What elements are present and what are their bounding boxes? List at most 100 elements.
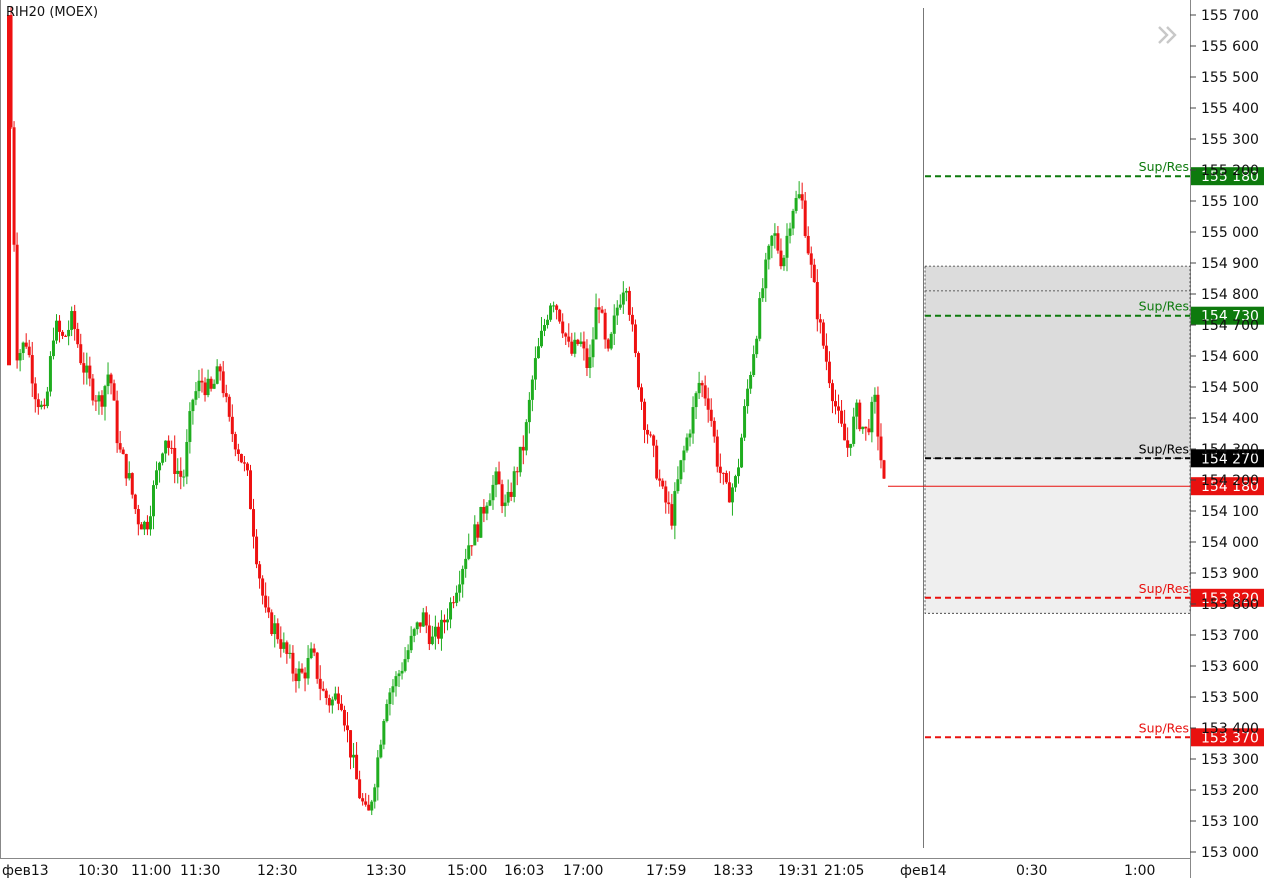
zone-0 bbox=[924, 265, 1191, 459]
candle-body bbox=[64, 335, 68, 337]
candle-body bbox=[618, 304, 622, 308]
level-badge-4 bbox=[1191, 728, 1264, 747]
candle-body bbox=[136, 509, 140, 525]
candle-body bbox=[627, 290, 631, 315]
candle-body bbox=[439, 619, 443, 639]
candle-body bbox=[882, 460, 886, 479]
scroll-right-icon[interactable] bbox=[1158, 26, 1177, 44]
candle-body bbox=[367, 804, 371, 811]
candle-body bbox=[51, 340, 55, 357]
candle-body bbox=[515, 471, 519, 473]
candle-body bbox=[324, 690, 328, 699]
candle-body bbox=[42, 404, 46, 407]
x-tick-label: 0:30 bbox=[1016, 863, 1047, 878]
levels-layer: 154 180 Sup/Res 155 180 Sup/Res 154 730 Sup/R… bbox=[888, 159, 1264, 747]
candle-body bbox=[342, 709, 346, 726]
candle-body bbox=[712, 420, 716, 437]
y-tick-label: 153 500 bbox=[1201, 690, 1259, 706]
candle-body bbox=[640, 387, 644, 402]
candle-body bbox=[533, 358, 537, 380]
candle-body bbox=[248, 470, 252, 510]
candle-body bbox=[267, 607, 271, 613]
candle-body bbox=[630, 314, 634, 325]
y-tick-label: 155 600 bbox=[1201, 39, 1259, 55]
candle-body bbox=[837, 406, 841, 411]
candle-body bbox=[30, 355, 34, 384]
candle-body bbox=[73, 311, 77, 329]
candle-body bbox=[761, 288, 765, 299]
zone-1 bbox=[924, 457, 1191, 614]
y-tick-label: 154 300 bbox=[1201, 442, 1259, 458]
candle-body bbox=[579, 341, 583, 344]
level-badge-1 bbox=[1191, 306, 1264, 325]
candle-body bbox=[252, 509, 256, 537]
candle-body bbox=[376, 757, 380, 788]
candle-body bbox=[118, 443, 122, 450]
candle-body bbox=[491, 484, 495, 501]
candle-body bbox=[506, 491, 510, 503]
candle-body bbox=[855, 402, 859, 417]
candle-body bbox=[621, 292, 625, 305]
candle-body bbox=[615, 307, 619, 316]
candle-body bbox=[79, 344, 83, 364]
candle-body bbox=[315, 652, 319, 679]
candle-body bbox=[300, 668, 304, 673]
candle-body bbox=[730, 487, 734, 503]
candle-body bbox=[446, 619, 450, 623]
candle-body bbox=[427, 625, 431, 645]
candle-body bbox=[785, 235, 789, 258]
candle-body bbox=[100, 395, 104, 407]
candle-body bbox=[306, 658, 310, 679]
candle-body bbox=[279, 639, 283, 649]
candle-body bbox=[485, 505, 489, 514]
y-tick-label: 154 500 bbox=[1201, 380, 1259, 396]
candle-body bbox=[709, 409, 713, 421]
candle-body bbox=[612, 315, 616, 334]
y-tick-label: 154 700 bbox=[1201, 318, 1259, 334]
x-tick-label: 10:30 bbox=[78, 863, 118, 878]
candle-body bbox=[558, 309, 562, 322]
candle-body bbox=[27, 346, 31, 356]
candle-body bbox=[258, 564, 262, 579]
last-price-badge bbox=[1191, 477, 1264, 496]
candle-body bbox=[173, 447, 177, 474]
candle-body bbox=[318, 678, 322, 689]
candle-body bbox=[649, 434, 653, 436]
candle-body bbox=[740, 437, 744, 468]
candle-body bbox=[818, 319, 822, 323]
candle-body bbox=[45, 391, 49, 407]
candle-body bbox=[697, 382, 701, 394]
candle-body bbox=[12, 127, 16, 245]
candle-body bbox=[18, 353, 22, 361]
candle-body bbox=[294, 673, 298, 682]
y-tick-label: 153 200 bbox=[1201, 783, 1259, 799]
level-value-4: 153 370 bbox=[1201, 730, 1259, 746]
candle-body bbox=[21, 342, 25, 354]
candle-body bbox=[755, 338, 759, 355]
candle-body bbox=[142, 521, 146, 530]
candle-body bbox=[691, 407, 695, 434]
candle-body bbox=[194, 391, 198, 400]
candle-body bbox=[497, 471, 501, 485]
candle-body bbox=[39, 404, 43, 408]
candle-body bbox=[127, 473, 131, 479]
candle-body bbox=[336, 693, 340, 704]
candle-body bbox=[770, 235, 774, 246]
x-tick-label: фев13 bbox=[2, 863, 49, 878]
candle-body bbox=[288, 652, 292, 654]
candle-body bbox=[679, 460, 683, 480]
candle-body bbox=[521, 446, 525, 451]
candle-body bbox=[482, 506, 486, 514]
candle-body bbox=[282, 642, 286, 649]
y-tick-label: 154 600 bbox=[1201, 349, 1259, 365]
candle-body bbox=[852, 416, 856, 444]
candle-body bbox=[749, 375, 753, 389]
candle-body bbox=[549, 305, 553, 320]
candle-body bbox=[54, 320, 58, 341]
candle-body bbox=[209, 378, 213, 389]
level-badge-2 bbox=[1191, 449, 1264, 468]
candle-body bbox=[124, 454, 128, 479]
candle-body bbox=[358, 779, 362, 799]
level-badge-0 bbox=[1191, 167, 1264, 186]
